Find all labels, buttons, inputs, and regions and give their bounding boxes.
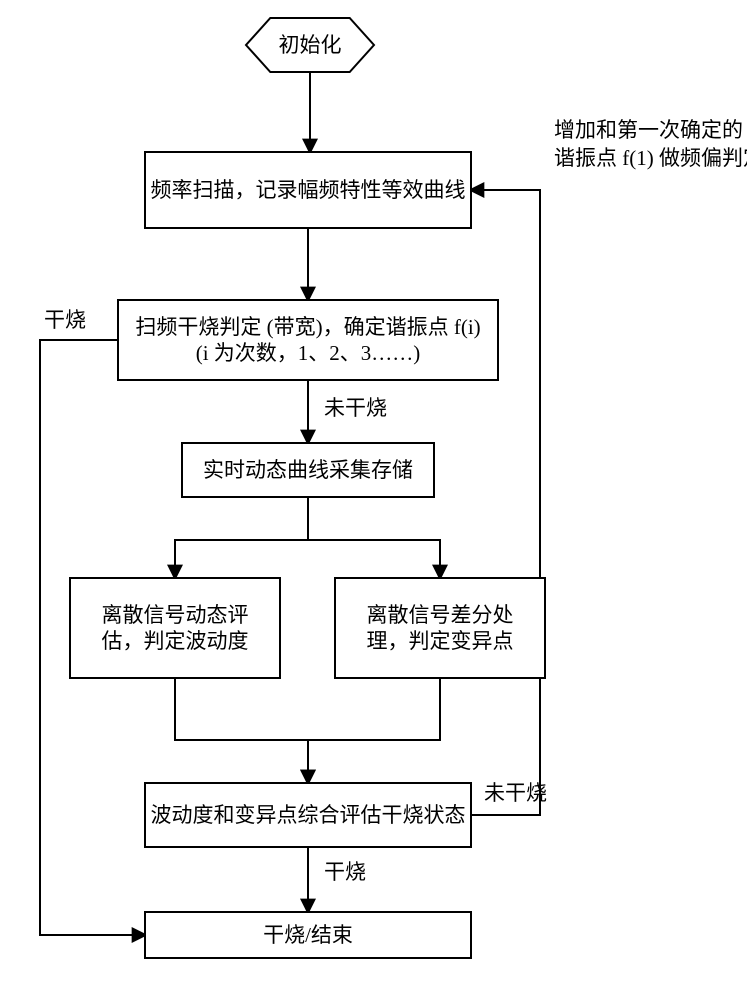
annotation-freq_offset: 谐振点 f(1) 做频偏判定 <box>554 146 747 170</box>
node-combine-label: 波动度和变异点综合评估干烧状态 <box>151 803 466 827</box>
node-bandwidth-label: (i 为次数，1、2、3……) <box>196 341 421 365</box>
node-combine: 波动度和变异点综合评估干烧状态 <box>145 783 471 847</box>
edge-combine-to-end: 干烧 <box>308 847 366 912</box>
node-end: 干烧/结束 <box>145 912 471 958</box>
node-end-label: 干烧/结束 <box>263 923 353 947</box>
node-evalB-label: 离散信号差分处 <box>367 603 514 627</box>
node-evalB: 离散信号差分处理，判定变异点 <box>335 578 545 678</box>
node-bandwidth: 扫频干烧判定 (带宽)，确定谐振点 f(i)(i 为次数，1、2、3……) <box>118 300 498 380</box>
edge-combine-to-scan: 未干烧 <box>471 190 547 815</box>
edge-label-combine-end: 干烧 <box>324 860 366 884</box>
edge-evalA-to-combine <box>175 678 308 783</box>
flowchart-canvas: 未干烧干烧干烧未干烧初始化频率扫描，记录幅频特性等效曲线扫频干烧判定 (带宽)，… <box>0 0 747 1000</box>
node-evalA-label: 估，判定波动度 <box>102 629 249 653</box>
edge-evalB-to-combine <box>308 678 440 783</box>
edge-store-to-evalB <box>308 497 440 578</box>
edge-bandwidth-to-store: 未干烧 <box>308 380 387 443</box>
edge-label-bandwidth-store: 未干烧 <box>324 396 387 420</box>
annotation-freq_offset: 增加和第一次确定的 <box>554 118 743 142</box>
node-scan: 频率扫描，记录幅频特性等效曲线 <box>145 152 471 228</box>
node-evalB-label: 理，判定变异点 <box>367 629 514 653</box>
node-store: 实时动态曲线采集存储 <box>182 443 434 497</box>
edge-label-combine-scan: 未干烧 <box>484 781 547 805</box>
node-init-label: 初始化 <box>279 33 342 57</box>
node-init: 初始化 <box>246 18 374 72</box>
node-scan-label: 频率扫描，记录幅频特性等效曲线 <box>151 178 466 202</box>
node-evalA-label: 离散信号动态评 <box>102 603 249 627</box>
edge-store-to-evalA <box>175 497 308 578</box>
edge-label-bandwidth-end: 干烧 <box>44 308 86 332</box>
node-bandwidth-label: 扫频干烧判定 (带宽)，确定谐振点 f(i) <box>135 315 480 339</box>
node-store-label: 实时动态曲线采集存储 <box>203 458 413 482</box>
node-evalA: 离散信号动态评估，判定波动度 <box>70 578 280 678</box>
